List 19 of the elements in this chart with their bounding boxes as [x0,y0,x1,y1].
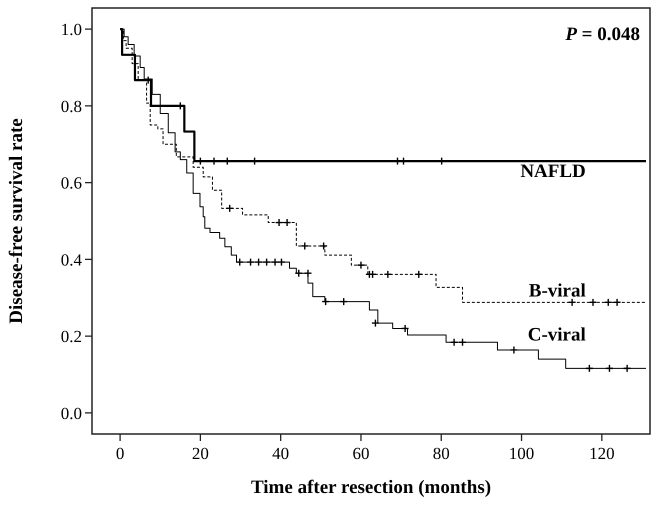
y-tick-label: 1.0 [60,20,82,40]
x-tick-label: 0 [116,444,124,463]
y-tick-label: 0.4 [60,250,82,270]
x-tick-label: 40 [272,444,290,463]
x-tick-label: 60 [352,444,370,463]
y-tick-label: 0.6 [60,174,82,193]
x-tick-label: 80 [432,444,450,463]
x-tick-label: 100 [508,444,534,463]
y-tick-label: 0.2 [60,327,82,346]
series-label: NAFLD [520,161,586,182]
series-label: B-viral [528,280,586,302]
series-label: C-viral [528,324,586,346]
x-axis-title: Time after resection (months) [250,477,492,498]
annotation: P = 0.048 [564,24,640,45]
y-tick-label: 0.0 [60,404,82,423]
y-axis-title: Disease-free survival rate [6,118,27,324]
x-tick-label: 120 [589,444,615,463]
x-tick-label: 20 [192,444,209,463]
y-tick-label: 0.8 [60,96,82,116]
